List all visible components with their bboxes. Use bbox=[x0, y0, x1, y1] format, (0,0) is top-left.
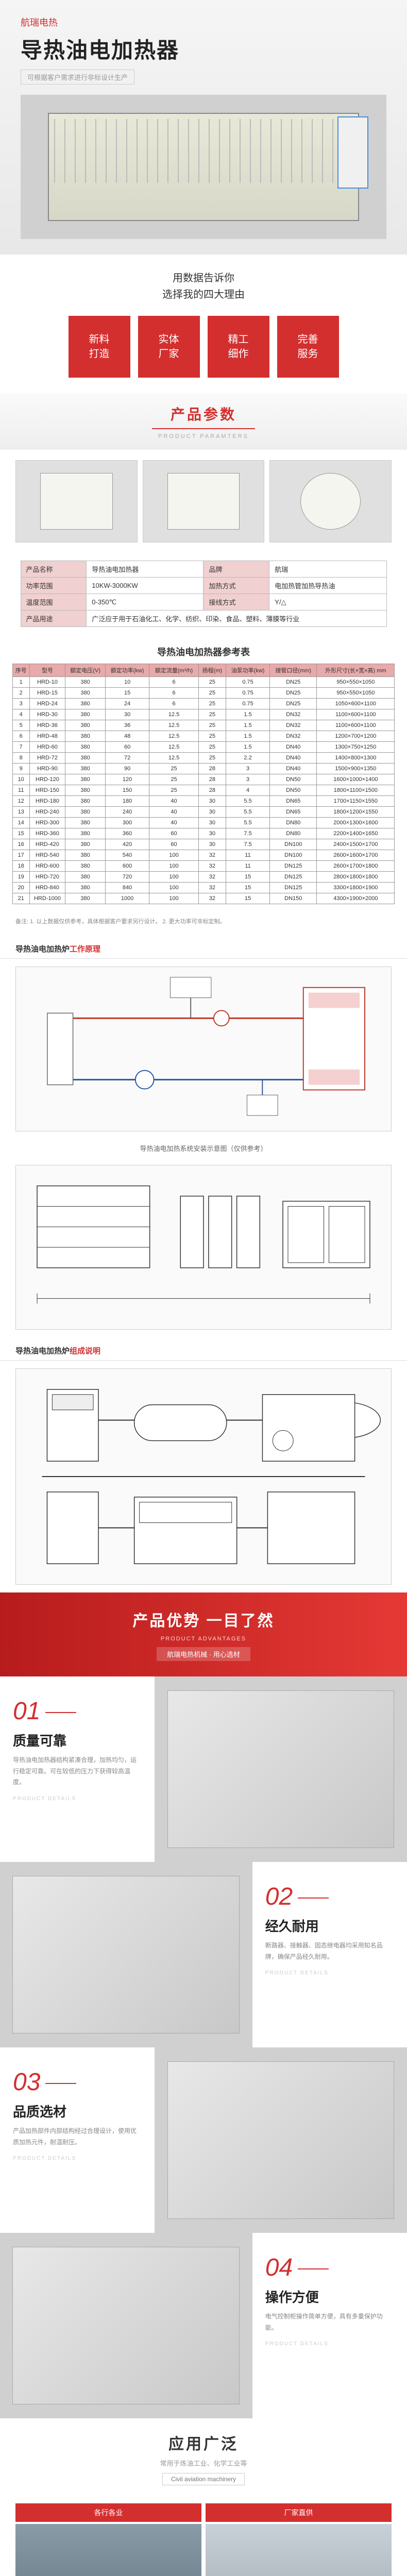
advantage-number: 04 bbox=[265, 2253, 394, 2282]
adv-header-en: PRODUCT ADVANTAGES bbox=[15, 1636, 392, 1642]
advantage-text: 02 经久耐用断路器、接触器、固态继电器均采用知名品牌，确保产品经久耐用。 PROD… bbox=[252, 1862, 407, 2047]
advantage-desc: 产品加热部件内部结构经过合理设计，使用优质加热元件，耐温耐压。 bbox=[13, 2126, 142, 2148]
advantage-row: 03 品质选材产品加热部件内部结构经过合理设计，使用优质加热元件，耐温耐压。 PRO… bbox=[0, 2047, 407, 2233]
advantage-number: 03 bbox=[13, 2068, 142, 2096]
advantage-en: PRODUCT DETAILS bbox=[13, 1796, 142, 1802]
app-image-factory bbox=[206, 2524, 392, 2576]
reason-cards: 新料打造实体厂家精工细作完善服务 bbox=[10, 316, 397, 378]
application-images: 各行各业 厂家直供 bbox=[0, 2498, 407, 2576]
advantage-desc: 导热油电加热器结构紧凑合理，加热均匀，运行稳定可靠。可在较低的压力下获得较高温度… bbox=[13, 1755, 142, 1788]
installation-diagram bbox=[15, 1165, 392, 1330]
working-principle-diagram bbox=[15, 967, 392, 1131]
app-label-right: 厂家直供 bbox=[206, 2503, 392, 2522]
product-image bbox=[15, 460, 138, 543]
advantage-text: 04 操作方便电气控制柜操作简单方便，具有多重保护功能。 PRODUCT DETAI… bbox=[252, 2233, 407, 2418]
spec-table: 序号型号额定电压(V)额定功率(kw)额定流量(m³/h)扬程(m)油泵功率(k… bbox=[12, 664, 395, 904]
product-images-row bbox=[0, 450, 407, 553]
application-header: 应用广泛 常用于炼油工业、化学工业等 Civil aviation machin… bbox=[0, 2418, 407, 2498]
params-title-cn: 产品参数 bbox=[10, 403, 397, 424]
advantage-en: PRODUCT DETAILS bbox=[265, 2341, 394, 2347]
app-label-left: 各行各业 bbox=[15, 2503, 201, 2522]
product-image bbox=[269, 460, 392, 543]
diagram3-title: 导热油电加热炉组成说明 bbox=[0, 1337, 407, 1361]
hero-title: 导热油电加热器 bbox=[21, 33, 386, 64]
spec-note: 备注: 1. 以上数据仅供参考，具体根据客户要求另行设计。 2. 更大功率可非标… bbox=[0, 914, 407, 936]
advantage-text: 03 品质选材产品加热部件内部结构经过合理设计，使用优质加热元件，耐温耐压。 PRO… bbox=[0, 2047, 155, 2233]
reasons-section: 用数据告诉你选择我的四大理由 新料打造实体厂家精工细作完善服务 bbox=[0, 255, 407, 393]
brand-name: 航瑞电热 bbox=[21, 15, 386, 29]
advantage-name: 操作方便 bbox=[265, 2287, 394, 2306]
app-title-cn: 应用广泛 bbox=[13, 2431, 394, 2454]
composition-diagram bbox=[15, 1368, 392, 1585]
advantage-en: PRODUCT DETAILS bbox=[265, 1970, 394, 1976]
params-header: 产品参数 PRODUCT PARAMTERS bbox=[0, 393, 407, 450]
app-subtitle: 常用于炼油工业、化学工业等 bbox=[13, 2458, 394, 2468]
advantage-name: 经久耐用 bbox=[265, 1916, 394, 1935]
app-title-en: Civil aviation machinery bbox=[162, 2473, 245, 2485]
adv-header-sub: 航瑞电热机械 · 用心选材 bbox=[157, 1647, 250, 1661]
app-image-industry bbox=[15, 2524, 201, 2576]
reason-card: 精工细作 bbox=[208, 316, 269, 378]
reason-card: 完善服务 bbox=[277, 316, 339, 378]
advantage-desc: 断路器、接触器、固态继电器均采用知名品牌，确保产品经久耐用。 bbox=[265, 1940, 394, 1962]
advantage-en: PRODUCT DETAILS bbox=[13, 2156, 142, 2161]
advantage-number: 01 bbox=[13, 1697, 142, 1725]
hero-product-image bbox=[21, 95, 386, 239]
reason-card: 实体厂家 bbox=[138, 316, 200, 378]
diagram1-title: 导热油电加热炉工作原理 bbox=[0, 936, 407, 959]
product-image bbox=[143, 460, 265, 543]
advantage-image bbox=[0, 2233, 252, 2418]
reasons-title: 用数据告诉你选择我的四大理由 bbox=[10, 270, 397, 303]
reason-card: 新料打造 bbox=[69, 316, 130, 378]
advantage-image bbox=[0, 1862, 252, 2047]
param-table: 产品名称导热油电加热器品牌航瑞功率范围10KW-3000KW加热方式电加热管加热… bbox=[21, 561, 387, 627]
advantage-row: 04 操作方便电气控制柜操作简单方便，具有多重保护功能。 PRODUCT DETAI… bbox=[0, 2233, 407, 2418]
advantage-desc: 电气控制柜操作简单方便，具有多重保护功能。 bbox=[265, 2311, 394, 2333]
advantage-image bbox=[155, 1676, 407, 1862]
params-title-en: PRODUCT PARAMTERS bbox=[10, 433, 397, 439]
advantage-name: 品质选材 bbox=[13, 2102, 142, 2121]
advantage-image bbox=[155, 2047, 407, 2233]
advantage-row: 01 质量可靠导热油电加热器结构紧凑合理，加热均匀，运行稳定可靠。可在较低的压力下… bbox=[0, 1676, 407, 1862]
adv-header-cn: 产品优势 一目了然 bbox=[15, 1608, 392, 1631]
diagram2-title: 导热油电加热系统安装示意图（仅供参考） bbox=[0, 1139, 407, 1157]
hero-subtitle: 可根据客户需求进行非标设计生产 bbox=[21, 70, 134, 84]
advantage-name: 质量可靠 bbox=[13, 1731, 142, 1750]
advantages-header: 产品优势 一目了然 PRODUCT ADVANTAGES 航瑞电热机械 · 用心… bbox=[0, 1592, 407, 1676]
advantage-text: 01 质量可靠导热油电加热器结构紧凑合理，加热均匀，运行稳定可靠。可在较低的压力下… bbox=[0, 1676, 155, 1862]
advantage-number: 02 bbox=[265, 1883, 394, 1911]
advantage-row: 02 经久耐用断路器、接触器、固态继电器均采用知名品牌，确保产品经久耐用。 PROD… bbox=[0, 1862, 407, 2047]
spec-table-title: 导热油电加热器参考表 bbox=[0, 635, 407, 664]
hero-section: 航瑞电热 导热油电加热器 可根据客户需求进行非标设计生产 bbox=[0, 0, 407, 255]
